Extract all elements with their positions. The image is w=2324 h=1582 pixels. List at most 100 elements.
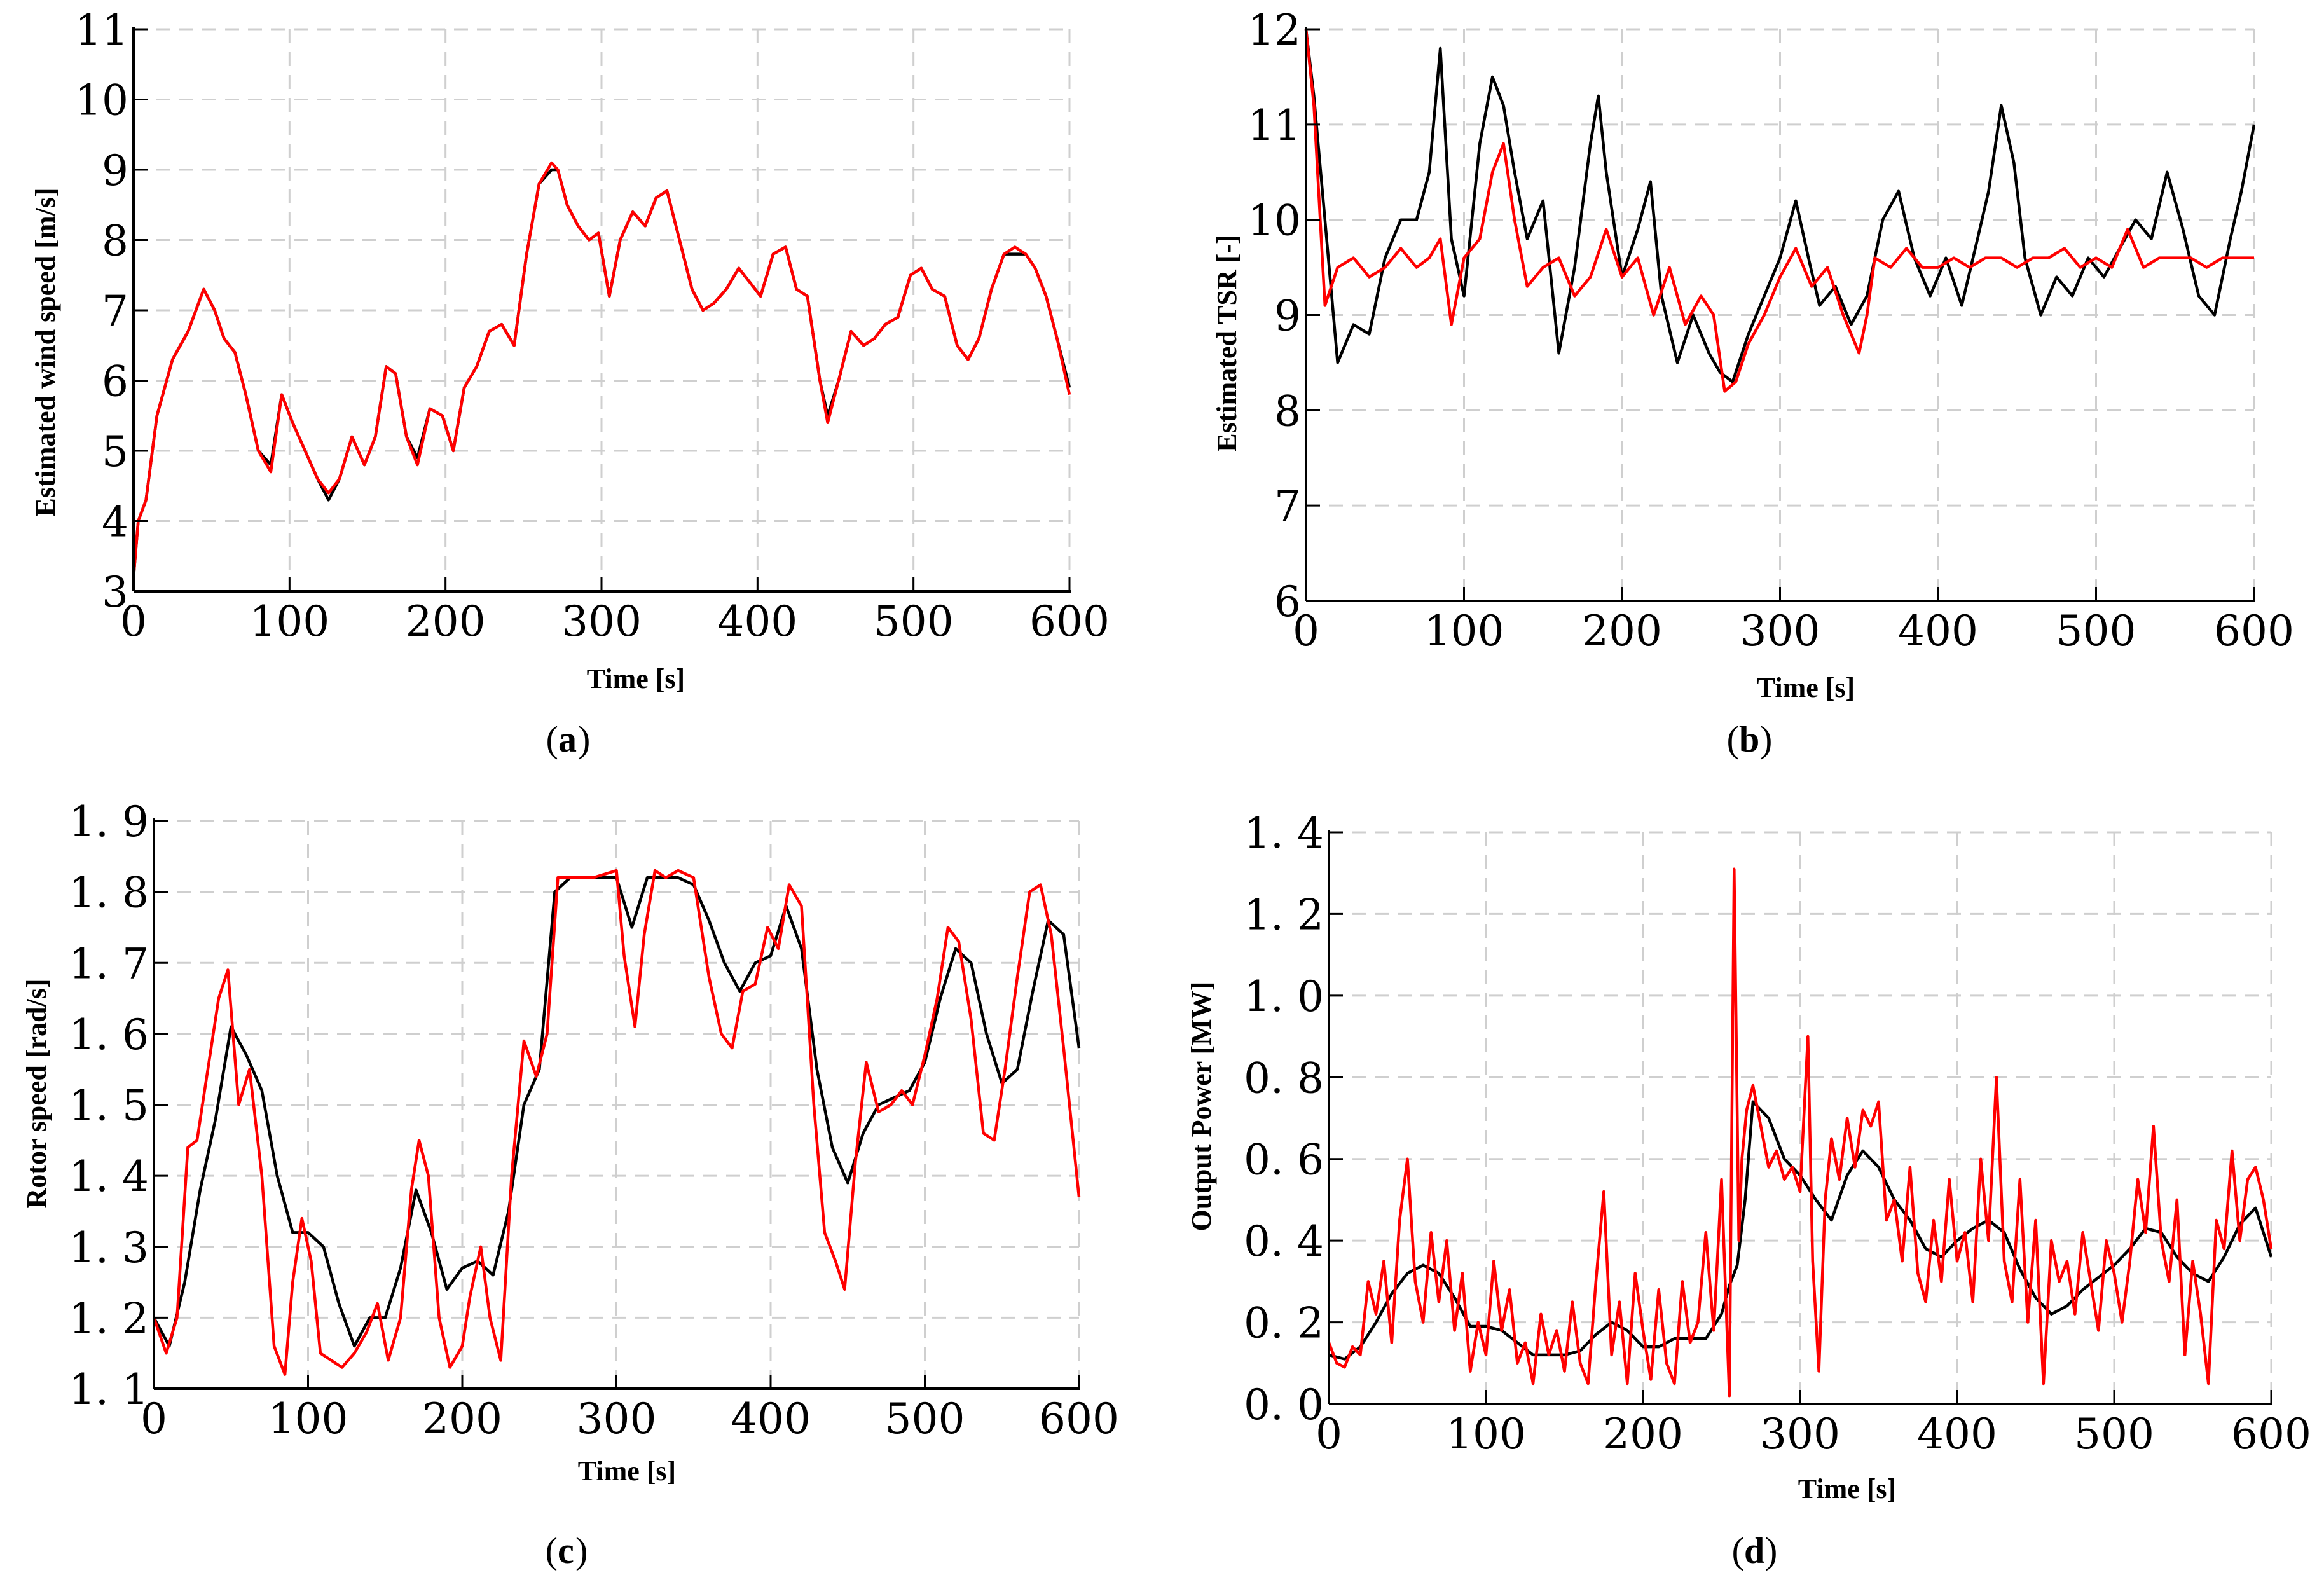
- y-tick-label: 1. 4: [69, 1152, 149, 1201]
- y-tick-label: 1. 9: [69, 797, 149, 846]
- chart-panel-b: Time [s] Estimated TSR [-] ( b ) 6 7 8 9 10 1…: [1211, 6, 2294, 760]
- panel-caption-letter: c: [558, 1530, 574, 1571]
- x-tick-label: 300: [561, 597, 642, 646]
- x-tick-label: 300: [1760, 1410, 1840, 1459]
- x-tick-label: 600: [1039, 1394, 1119, 1443]
- y-axis-title: Estimated TSR [-]: [1211, 235, 1242, 451]
- grid: [1306, 28, 2255, 601]
- grid: [134, 28, 1071, 591]
- series-line-red: [1327, 867, 2273, 1398]
- panel-caption-close: ): [575, 1530, 588, 1571]
- chart-panel-c: Time [s] Rotor speed [rad/s] ( c ) 1. 11…: [21, 797, 1119, 1571]
- x-tick-label: 100: [1424, 607, 1504, 656]
- panel-caption: ( b ): [1727, 719, 1773, 760]
- y-tick-label: 1. 2: [1244, 890, 1324, 939]
- panel-caption: ( c ): [546, 1530, 588, 1571]
- y-tick-label: 0. 6: [1244, 1136, 1324, 1185]
- series-line-black: [1328, 1100, 2273, 1361]
- series-group: [1304, 29, 2256, 393]
- x-tick-label: 500: [874, 597, 954, 646]
- series-line-red: [1304, 29, 2254, 393]
- y-tick-label: 5: [102, 427, 128, 476]
- x-tick-label: 100: [249, 597, 329, 646]
- y-tick-label: 10: [75, 76, 128, 125]
- series-group: [132, 161, 1071, 578]
- y-tick-label: 1. 3: [69, 1223, 149, 1272]
- y-tick-label: 12: [1248, 6, 1301, 55]
- x-tick-label: 200: [1582, 607, 1662, 656]
- x-tick-label: 500: [2056, 607, 2136, 656]
- y-tick-label: 1. 6: [69, 1010, 149, 1059]
- axes: 0. 0 0. 2 0. 4 0. 6 0. 8 1. 0 1. 2 1. 4 0 100 200 3…: [1244, 809, 2311, 1459]
- y-tick-label: 1. 8: [69, 869, 149, 918]
- x-tick-label: 200: [422, 1394, 502, 1443]
- panel-caption-letter: b: [1739, 719, 1759, 760]
- axes: 3 4 5 6 7 8 9 10 11 0 100 200 300 400 500 600: [75, 6, 1110, 646]
- panel-caption-close: ): [578, 719, 590, 760]
- y-tick-label: 1. 0: [1244, 972, 1324, 1021]
- panel-caption-close: ): [1765, 1530, 1777, 1571]
- y-tick-label: 1. 5: [69, 1082, 149, 1131]
- y-axis-title: Output Power [MW]: [1186, 982, 1217, 1232]
- panel-caption-open: (: [546, 1530, 558, 1571]
- chart-panel-a: Time [s] Estimated wind speed [m/s] ( a …: [30, 6, 1110, 760]
- x-axis-title: Time [s]: [1798, 1473, 1896, 1504]
- series-line-red: [152, 869, 1081, 1376]
- x-tick-label: 0: [1293, 607, 1319, 656]
- x-tick-label: 100: [268, 1394, 348, 1443]
- y-tick-label: 7: [102, 287, 128, 336]
- y-tick-label: 0. 2: [1244, 1299, 1324, 1348]
- x-tick-label: 400: [717, 597, 797, 646]
- x-tick-label: 0: [1316, 1410, 1342, 1459]
- y-tick-label: 0. 0: [1244, 1380, 1324, 1429]
- y-tick-label: 0. 4: [1244, 1217, 1324, 1266]
- y-tick-label: 1. 4: [1244, 809, 1324, 858]
- x-tick-label: 500: [885, 1394, 965, 1443]
- x-tick-label: 300: [577, 1394, 657, 1443]
- panel-caption-open: (: [546, 719, 558, 760]
- x-axis-title: Time [s]: [1757, 672, 1855, 703]
- panel-caption-letter: d: [1744, 1530, 1764, 1571]
- x-tick-label: 400: [731, 1394, 811, 1443]
- y-tick-label: 7: [1274, 482, 1301, 531]
- panel-caption: ( a ): [546, 719, 591, 760]
- x-tick-label: 400: [1898, 607, 1978, 656]
- grid: [1329, 831, 2272, 1404]
- y-tick-label: 6: [102, 357, 128, 406]
- series-group: [1327, 867, 2273, 1398]
- y-tick-label: 10: [1248, 196, 1301, 245]
- y-tick-label: 9: [1274, 292, 1301, 341]
- y-tick-label: 3: [102, 568, 128, 617]
- x-tick-label: 500: [2074, 1410, 2154, 1459]
- panel-caption-close: ): [1760, 719, 1772, 760]
- y-tick-label: 8: [1274, 387, 1301, 436]
- series-line-red: [132, 161, 1071, 578]
- x-tick-label: 200: [1603, 1410, 1683, 1459]
- x-axis-title: Time [s]: [587, 663, 685, 694]
- panel-caption-open: (: [1732, 1530, 1744, 1571]
- x-tick-label: 400: [1917, 1410, 1997, 1459]
- series-group: [152, 869, 1081, 1376]
- y-axis-title: Estimated wind speed [m/s]: [30, 188, 61, 516]
- y-tick-label: 1. 2: [69, 1294, 149, 1343]
- x-tick-label: 100: [1446, 1410, 1526, 1459]
- x-tick-label: 0: [141, 1394, 167, 1443]
- y-tick-label: 8: [102, 217, 128, 266]
- y-tick-label: 6: [1274, 577, 1301, 626]
- x-tick-label: 600: [2214, 607, 2294, 656]
- x-tick-label: 600: [2231, 1410, 2311, 1459]
- y-tick-label: 11: [75, 6, 128, 55]
- y-tick-label: 1. 7: [69, 939, 149, 988]
- axes: 1. 1 1. 2 1. 3 1. 4 1. 5 1. 6 1. 7 1. 8 1. 9 0 100…: [69, 797, 1119, 1443]
- axes: 6 7 8 9 10 11 12 0 100 200 300 400 500 600: [1248, 6, 2294, 656]
- y-tick-label: 0. 8: [1244, 1054, 1324, 1103]
- y-tick-label: 11: [1248, 101, 1301, 150]
- x-axis-title: Time [s]: [578, 1455, 676, 1487]
- x-tick-label: 200: [406, 597, 486, 646]
- chart-panel-d: Time [s] Output Power [MW] ( d ) 0. 00. …: [1186, 809, 2311, 1571]
- y-tick-label: 1. 1: [69, 1365, 149, 1414]
- y-tick-label: 9: [102, 146, 128, 195]
- x-tick-label: 300: [1740, 607, 1820, 656]
- y-axis-title: Rotor speed [rad/s]: [21, 979, 52, 1209]
